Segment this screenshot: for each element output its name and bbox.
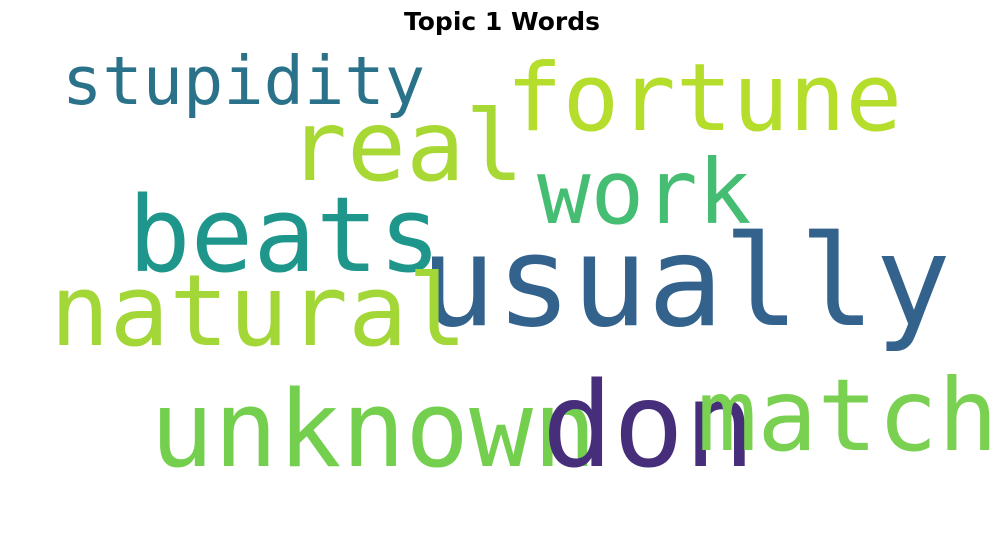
word-work: work: [537, 140, 752, 244]
word-stupidity: stupidity: [62, 42, 426, 120]
word-real: real: [288, 90, 525, 204]
chart-title: Topic 1 Words: [404, 7, 600, 36]
word-usually: usually: [420, 208, 952, 355]
word-don: don: [542, 356, 756, 494]
word-fortune: fortune: [506, 44, 903, 153]
word-match: match: [697, 357, 999, 474]
word-beats: beats: [128, 174, 442, 296]
word-natural: natural: [50, 254, 468, 369]
word-unknown: unknown: [150, 368, 597, 491]
